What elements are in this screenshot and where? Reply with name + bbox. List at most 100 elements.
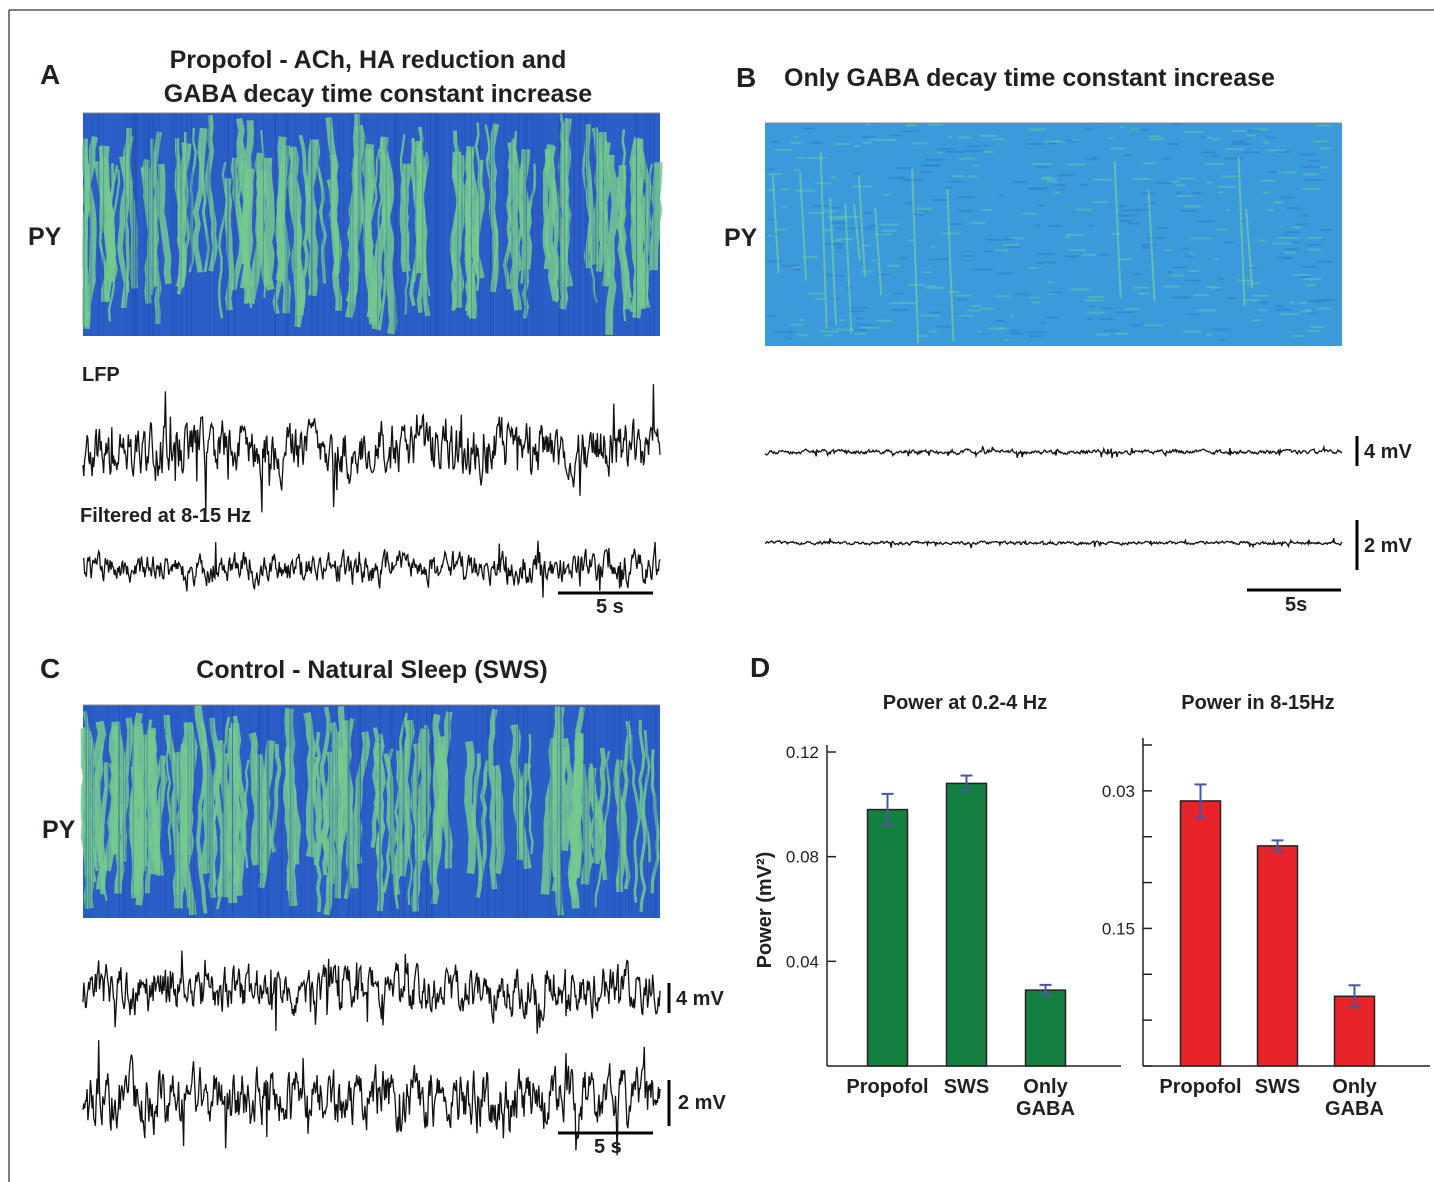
raster-speck bbox=[1007, 245, 1021, 248]
raster-speck bbox=[1040, 321, 1047, 324]
raster-speck bbox=[856, 317, 863, 320]
raster-speck bbox=[895, 167, 912, 170]
raster-streak bbox=[853, 204, 861, 261]
raster-speck bbox=[877, 273, 890, 276]
raster-speck bbox=[876, 319, 893, 322]
raster-speck bbox=[1216, 228, 1227, 231]
raster-speck bbox=[1271, 242, 1291, 245]
raster-speck bbox=[1070, 288, 1091, 291]
raster-speck bbox=[871, 259, 877, 262]
raster-speck bbox=[982, 209, 993, 211]
x-tick-label: Propofol bbox=[1159, 1076, 1241, 1098]
raster-speck bbox=[851, 185, 872, 188]
panel-label: C bbox=[40, 653, 60, 684]
raster-speck bbox=[1031, 301, 1040, 304]
raster-speck bbox=[879, 223, 899, 226]
raster-speck bbox=[1189, 252, 1194, 255]
raster-speck bbox=[1186, 313, 1200, 316]
raster-speck bbox=[1258, 309, 1268, 312]
raster-speck bbox=[1231, 130, 1247, 132]
raster-wave bbox=[413, 147, 431, 317]
raster-wave bbox=[92, 720, 109, 891]
raster-speck bbox=[921, 170, 932, 173]
bar bbox=[945, 782, 988, 1067]
raster-speck bbox=[929, 330, 937, 333]
raster-speck bbox=[983, 144, 990, 147]
raster-speck bbox=[984, 250, 1002, 253]
raster-bg bbox=[765, 123, 1342, 346]
raster-speck bbox=[1010, 237, 1025, 240]
raster-wave bbox=[426, 713, 446, 883]
raster-speck bbox=[946, 151, 965, 153]
raster-speck bbox=[826, 216, 845, 219]
raster-speck bbox=[1319, 147, 1332, 150]
raster-speck bbox=[1022, 212, 1037, 215]
raster-wave bbox=[410, 743, 423, 912]
raster-speck bbox=[1272, 201, 1283, 204]
trace-label: LFP bbox=[82, 364, 120, 386]
raster-speck bbox=[1167, 271, 1172, 273]
raster-speck bbox=[930, 258, 949, 261]
raster-streak bbox=[771, 174, 780, 274]
raster-speck bbox=[1309, 159, 1320, 162]
raster-speck bbox=[958, 315, 974, 318]
raster-speck bbox=[957, 196, 976, 198]
raster-speck bbox=[945, 186, 953, 189]
raster-speck bbox=[952, 175, 965, 178]
raster-speck bbox=[1134, 273, 1141, 276]
raster-speck bbox=[1110, 147, 1126, 150]
raster-speck bbox=[795, 189, 815, 192]
raster-speck bbox=[1149, 138, 1165, 141]
raster-speck bbox=[1232, 140, 1245, 143]
raster-wave bbox=[605, 154, 620, 335]
raster-speck bbox=[832, 239, 843, 242]
raster-speck bbox=[1320, 238, 1325, 241]
raster-speck bbox=[1101, 307, 1112, 310]
raster-speck bbox=[1028, 143, 1044, 145]
raster-speck bbox=[1084, 158, 1097, 161]
raster-wave bbox=[141, 159, 155, 304]
raster-label: PY bbox=[28, 223, 62, 251]
raster-speck bbox=[1302, 266, 1317, 268]
raster-speck bbox=[1190, 237, 1211, 240]
raster-speck bbox=[1143, 162, 1158, 165]
raster-speck bbox=[1217, 185, 1237, 188]
raster-speck bbox=[1248, 266, 1258, 269]
raster-speck bbox=[1060, 139, 1078, 142]
raster-speck bbox=[916, 207, 933, 210]
raster-wave bbox=[81, 730, 94, 876]
raster-speck bbox=[767, 173, 782, 176]
raster-speck bbox=[1141, 244, 1157, 247]
raster-speck bbox=[767, 168, 775, 171]
raster-wave bbox=[82, 145, 91, 326]
raster-speck bbox=[1157, 227, 1169, 229]
panel-label: B bbox=[736, 62, 756, 93]
raster-speck bbox=[856, 323, 871, 326]
raster-speck bbox=[1129, 324, 1144, 327]
raster-speck bbox=[1302, 187, 1321, 190]
raster-speck bbox=[1095, 333, 1111, 336]
raster-speck bbox=[1201, 135, 1206, 138]
raster-wave bbox=[217, 161, 229, 319]
raster-streak bbox=[844, 203, 853, 334]
raster-speck bbox=[1003, 238, 1015, 241]
raster-speck bbox=[1048, 142, 1059, 145]
raster-speck bbox=[799, 318, 805, 321]
raster-speck bbox=[1206, 181, 1213, 184]
raster-speck bbox=[839, 215, 859, 218]
raster-speck bbox=[1307, 300, 1325, 303]
raster-speck bbox=[1302, 173, 1319, 176]
raster-speck bbox=[1286, 207, 1302, 210]
raster-speck bbox=[1178, 177, 1194, 180]
raster-speck bbox=[1108, 137, 1114, 140]
raster-speck bbox=[1285, 231, 1300, 234]
raster-speck bbox=[1028, 267, 1039, 270]
raster-speck bbox=[907, 239, 914, 242]
raster-speck bbox=[1133, 177, 1152, 180]
panel-title: Control - Natural Sleep (SWS) bbox=[196, 656, 547, 684]
raster-speck bbox=[1047, 281, 1055, 284]
scale-label: 2 mV bbox=[678, 1092, 726, 1114]
raster-speck bbox=[1316, 307, 1333, 310]
raster-speck bbox=[969, 221, 986, 224]
raster-speck bbox=[1239, 220, 1246, 222]
